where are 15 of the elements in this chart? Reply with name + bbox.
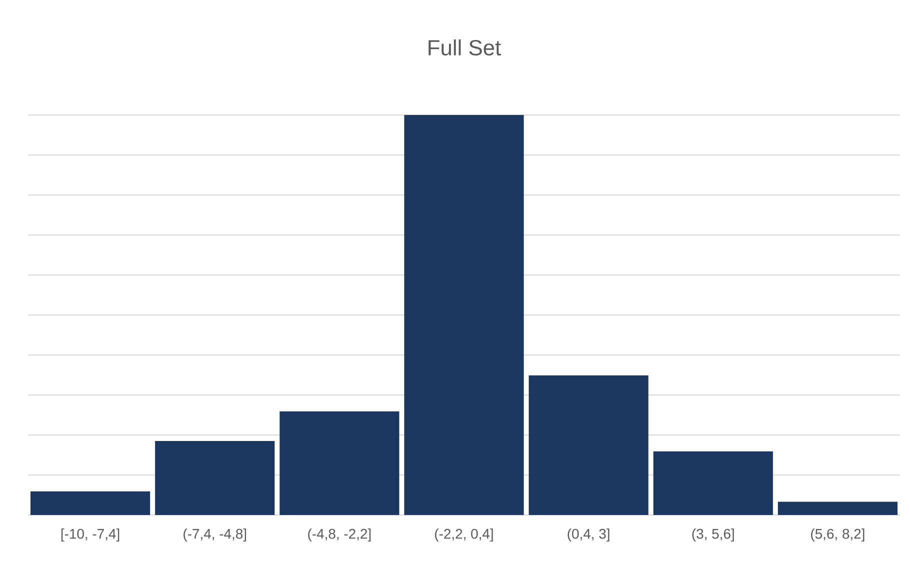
bar: [528, 375, 648, 515]
bar: [778, 502, 898, 515]
bar: [280, 411, 400, 515]
bar: [653, 451, 773, 515]
x-tick-label: (5,6, 8,2]: [811, 528, 864, 542]
x-tick-label: (-7,4, -4,8]: [184, 528, 246, 542]
bar: [155, 441, 275, 515]
x-tick-label: (3, 5,6]: [692, 528, 734, 542]
bar: [404, 114, 524, 515]
bar: [30, 491, 150, 515]
x-tick-label: [-10, -7,4]: [61, 528, 120, 542]
x-tick-label: (0,4, 3]: [568, 528, 610, 542]
x-tick-label: (-2,2, 0,4]: [435, 528, 493, 542]
chart-title: Full Set: [428, 39, 501, 56]
x-tick-label: (-4,8, -2,2]: [308, 528, 371, 542]
